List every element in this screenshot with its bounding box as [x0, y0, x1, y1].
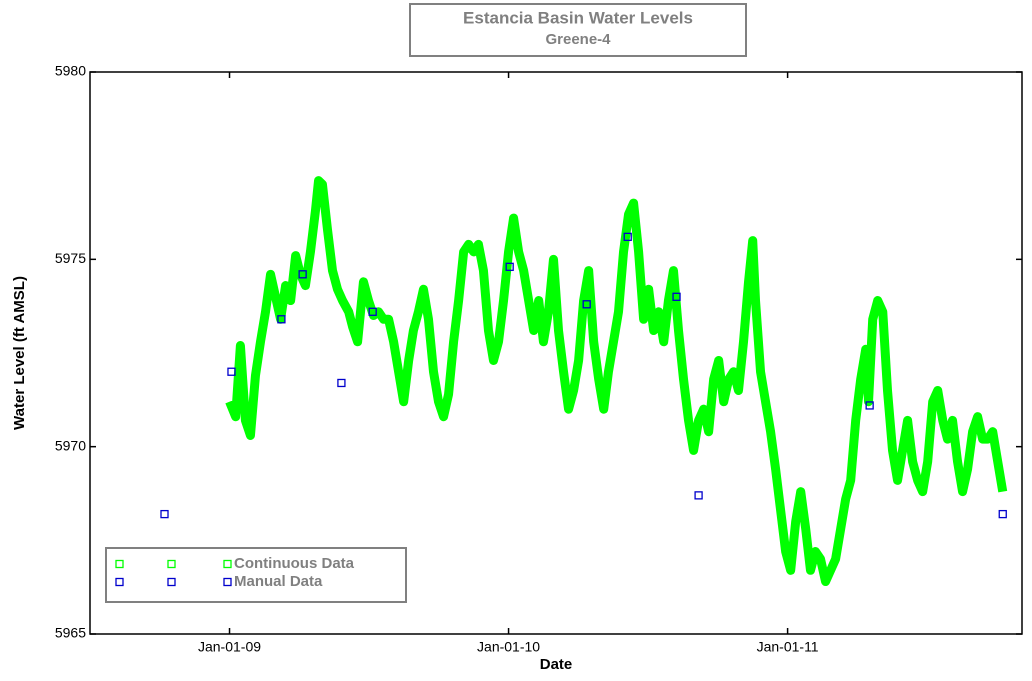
marker	[227, 367, 236, 376]
continuous-band	[225, 176, 1008, 587]
marker	[298, 270, 307, 279]
marker	[505, 262, 514, 271]
legend-marker	[167, 559, 176, 569]
legend-marker	[115, 577, 124, 587]
legend-marker	[223, 577, 232, 587]
chart-title: Estancia Basin Water Levels	[463, 8, 693, 27]
y-tick-label: 5965	[55, 625, 86, 641]
y-tick-label: 5975	[55, 250, 86, 266]
title-box	[409, 3, 747, 57]
marker	[368, 307, 377, 316]
chart-subtitle: Greene-4	[545, 31, 611, 48]
marker	[582, 300, 591, 309]
marker	[623, 232, 632, 242]
y-axis-label: Water Level (ft AMSL)	[11, 276, 28, 430]
marker	[672, 292, 681, 301]
x-tick-label: Jan-01-10	[477, 639, 540, 655]
marker	[694, 491, 703, 500]
legend-label: Continuous Data	[234, 555, 355, 572]
legend-box	[105, 547, 407, 603]
legend-marker	[167, 577, 176, 587]
x-axis-label: Date	[540, 656, 573, 673]
legend-label: Manual Data	[234, 573, 323, 590]
marker	[160, 509, 169, 519]
x-tick-label: Jan-01-11	[757, 639, 819, 655]
y-tick-label: 5970	[55, 437, 86, 453]
marker	[865, 401, 874, 410]
legend-marker	[115, 559, 124, 569]
x-tick-label: Jan-01-09	[198, 639, 261, 655]
plot-frame	[89, 71, 1023, 635]
marker	[337, 378, 346, 388]
y-tick-label: 5980	[55, 63, 86, 79]
marker	[277, 315, 286, 324]
marker	[998, 509, 1007, 519]
legend-marker	[223, 559, 232, 569]
